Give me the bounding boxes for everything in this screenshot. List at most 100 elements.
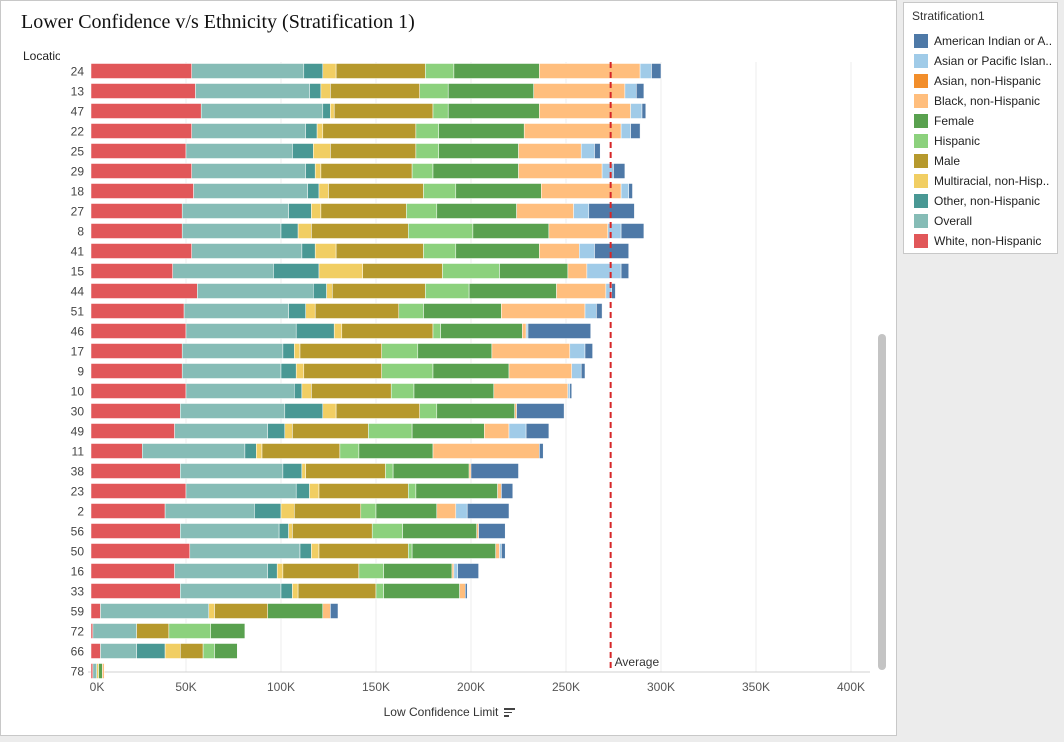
bar-segment[interactable]	[499, 263, 569, 279]
bar-segment[interactable]	[335, 403, 420, 419]
bar-segment[interactable]	[375, 503, 438, 519]
bar-segment[interactable]	[200, 103, 324, 119]
bar-segment[interactable]	[318, 543, 409, 559]
bar-segment[interactable]	[651, 63, 662, 79]
legend-item[interactable]: Female	[910, 111, 1051, 131]
bar-segment[interactable]	[408, 223, 474, 239]
bar-segment[interactable]	[522, 323, 527, 339]
bar-segment[interactable]	[191, 123, 306, 139]
bar-segment[interactable]	[436, 403, 515, 419]
bar-segment[interactable]	[282, 463, 303, 479]
bar-segment[interactable]	[90, 483, 187, 499]
bar-segment[interactable]	[322, 123, 417, 139]
bar-segment[interactable]	[305, 463, 386, 479]
bar-segment[interactable]	[98, 663, 103, 679]
bar-segment[interactable]	[330, 103, 335, 119]
bar-segment[interactable]	[90, 463, 181, 479]
bar-segment[interactable]	[202, 643, 215, 659]
bar-segment[interactable]	[406, 203, 438, 219]
bar-segment[interactable]	[541, 183, 622, 199]
bar-segment[interactable]	[371, 523, 403, 539]
bar-segment[interactable]	[501, 543, 506, 559]
bar-segment[interactable]	[432, 443, 540, 459]
bar-segment[interactable]	[360, 503, 377, 519]
bar-segment[interactable]	[415, 123, 439, 139]
legend-item[interactable]: American Indian or A..	[910, 31, 1051, 51]
bar-segment[interactable]	[411, 543, 496, 559]
bar-segment[interactable]	[330, 83, 420, 99]
bar-segment[interactable]	[417, 343, 493, 359]
bar-segment[interactable]	[180, 463, 284, 479]
legend-item[interactable]: Overall	[910, 211, 1051, 231]
bar-segment[interactable]	[181, 343, 284, 359]
bar-segment[interactable]	[90, 443, 143, 459]
bar-segment[interactable]	[294, 503, 362, 519]
bar-segment[interactable]	[425, 63, 455, 79]
bar-segment[interactable]	[518, 163, 603, 179]
bar-segment[interactable]	[100, 643, 137, 659]
bar-segment[interactable]	[472, 223, 550, 239]
bar-segment[interactable]	[392, 463, 470, 479]
bar-segment[interactable]	[90, 123, 192, 139]
bar-segment[interactable]	[415, 143, 439, 159]
bar-segment[interactable]	[90, 363, 183, 379]
bar-segment[interactable]	[620, 123, 631, 139]
bar-segment[interactable]	[280, 223, 299, 239]
bar-segment[interactable]	[90, 203, 183, 219]
bar-segment[interactable]	[419, 403, 438, 419]
bar-segment[interactable]	[292, 423, 369, 439]
bar-segment[interactable]	[261, 443, 341, 459]
legend-item[interactable]: Male	[910, 151, 1051, 171]
bar-segment[interactable]	[90, 603, 101, 619]
bar-segment[interactable]	[411, 163, 434, 179]
bar-segment[interactable]	[276, 563, 284, 579]
bar-segment[interactable]	[314, 303, 400, 319]
bar-segment[interactable]	[295, 483, 310, 499]
bar-segment[interactable]	[288, 523, 293, 539]
bar-segment[interactable]	[465, 583, 468, 599]
bar-segment[interactable]	[447, 103, 540, 119]
bar-segment[interactable]	[311, 223, 409, 239]
bar-segment[interactable]	[516, 403, 565, 419]
bar-segment[interactable]	[180, 643, 204, 659]
bar-segment[interactable]	[596, 303, 603, 319]
bar-segment[interactable]	[288, 303, 306, 319]
bar-segment[interactable]	[313, 143, 331, 159]
bar-segment[interactable]	[330, 603, 339, 619]
bar-segment[interactable]	[172, 263, 274, 279]
bar-segment[interactable]	[601, 163, 614, 179]
bar-segment[interactable]	[567, 383, 571, 399]
bar-segment[interactable]	[580, 143, 595, 159]
sort-icon[interactable]	[504, 708, 516, 717]
bar-segment[interactable]	[491, 343, 571, 359]
bar-segment[interactable]	[423, 303, 502, 319]
bar-segment[interactable]	[193, 183, 308, 199]
legend-item[interactable]: White, non-Hispanic	[910, 231, 1051, 251]
bar-segment[interactable]	[358, 443, 434, 459]
bar-segment[interactable]	[584, 343, 593, 359]
bar-segment[interactable]	[96, 663, 99, 679]
bar-segment[interactable]	[303, 363, 382, 379]
legend-item[interactable]: Asian, non-Hispanic	[910, 71, 1051, 91]
bar-segment[interactable]	[501, 303, 586, 319]
bar-segment[interactable]	[508, 363, 572, 379]
bar-segment[interactable]	[385, 463, 394, 479]
legend-item[interactable]: Multiracial, non-Hisp..	[910, 171, 1051, 191]
bar-segment[interactable]	[185, 483, 297, 499]
bar-segment[interactable]	[499, 543, 502, 559]
bar-segment[interactable]	[90, 643, 101, 659]
bar-segment[interactable]	[90, 263, 173, 279]
bar-segment[interactable]	[301, 463, 306, 479]
bar-segment[interactable]	[174, 423, 268, 439]
bar-segment[interactable]	[256, 443, 263, 459]
legend-item[interactable]: Hispanic	[910, 131, 1051, 151]
bar-segment[interactable]	[294, 383, 303, 399]
bar-segment[interactable]	[579, 243, 595, 259]
bar-segment[interactable]	[466, 503, 510, 519]
bar-segment[interactable]	[514, 403, 517, 419]
bar-segment[interactable]	[432, 163, 519, 179]
bar-segment[interactable]	[295, 363, 305, 379]
bar-segment[interactable]	[280, 583, 293, 599]
bar-segment[interactable]	[423, 183, 457, 199]
bar-segment[interactable]	[639, 63, 652, 79]
